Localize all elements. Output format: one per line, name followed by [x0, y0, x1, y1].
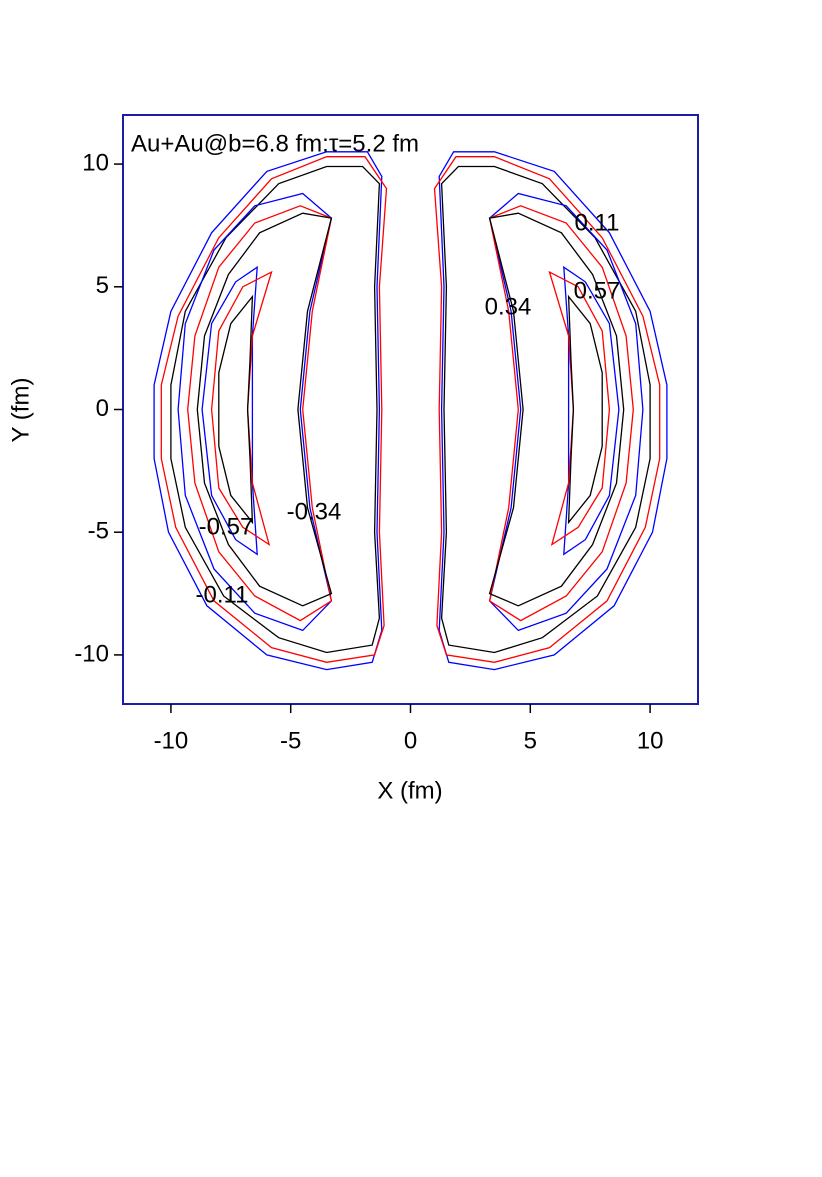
x-tick-label: 0 [404, 727, 417, 754]
contour-label: -0.57 [199, 513, 254, 540]
x-tick-label: 5 [524, 727, 537, 754]
contour-line [218, 294, 254, 525]
y-tick-label: -10 [74, 640, 109, 667]
contour-line [488, 212, 625, 607]
x-axis-label: X (fm) [377, 777, 442, 804]
contour-line [210, 270, 273, 546]
contour-line [170, 165, 381, 654]
contour-label: 0.34 [485, 293, 532, 320]
x-tick-label: -10 [154, 727, 189, 754]
x-tick-label: 10 [637, 727, 664, 754]
contour-label: -0.34 [287, 498, 342, 525]
y-tick-label: 10 [82, 149, 109, 176]
contour-line [488, 192, 644, 632]
annotation: Au+Au@b=6.8 fm:τ=5.2 fm [131, 130, 419, 157]
y-tick-label: 0 [96, 395, 109, 422]
y-tick-label: -5 [88, 518, 109, 545]
contour-label: 0.57 [574, 277, 621, 304]
contour-line [201, 265, 258, 556]
x-tick-label: -5 [280, 727, 301, 754]
contour-line [438, 151, 668, 671]
y-tick-label: 5 [96, 272, 109, 299]
contour-line [433, 156, 661, 663]
contour-line [563, 265, 620, 556]
contour-label: -0.11 [196, 581, 249, 608]
contour-line [160, 156, 388, 663]
contour-label: 0.11 [575, 209, 620, 236]
contour-line [567, 294, 603, 525]
contour-line [488, 205, 634, 622]
contour-line [177, 192, 333, 632]
contour-line [153, 151, 383, 671]
contour-line [440, 165, 651, 654]
contour-line [548, 270, 611, 546]
plot-frame [122, 114, 699, 705]
y-axis-label: Y (fm) [7, 378, 34, 443]
contour-line [187, 205, 333, 622]
contour-line [196, 212, 333, 607]
